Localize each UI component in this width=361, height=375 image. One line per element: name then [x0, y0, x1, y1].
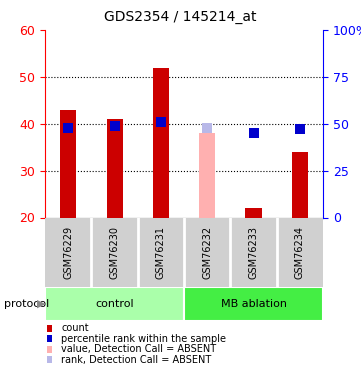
Bar — [184, 287, 323, 321]
Text: control: control — [95, 299, 134, 309]
Text: percentile rank within the sample: percentile rank within the sample — [61, 334, 226, 344]
Text: GSM76230: GSM76230 — [110, 226, 119, 279]
Text: GSM76233: GSM76233 — [249, 226, 258, 279]
Bar — [60, 110, 77, 218]
Text: count: count — [61, 323, 89, 333]
Text: GSM76234: GSM76234 — [295, 226, 305, 279]
Text: MB ablation: MB ablation — [221, 299, 287, 309]
Bar — [199, 133, 216, 218]
Bar — [245, 208, 262, 218]
Text: ▶: ▶ — [37, 299, 46, 309]
Bar — [153, 68, 169, 218]
Bar — [292, 152, 308, 217]
Text: GSM76229: GSM76229 — [63, 226, 73, 279]
Text: rank, Detection Call = ABSENT: rank, Detection Call = ABSENT — [61, 355, 212, 364]
Text: value, Detection Call = ABSENT: value, Detection Call = ABSENT — [61, 344, 217, 354]
Text: GSM76232: GSM76232 — [202, 226, 212, 279]
Text: GDS2354 / 145214_at: GDS2354 / 145214_at — [104, 10, 257, 24]
Bar — [45, 287, 184, 321]
Text: protocol: protocol — [4, 299, 49, 309]
Text: GSM76231: GSM76231 — [156, 226, 166, 279]
Bar — [106, 119, 123, 218]
